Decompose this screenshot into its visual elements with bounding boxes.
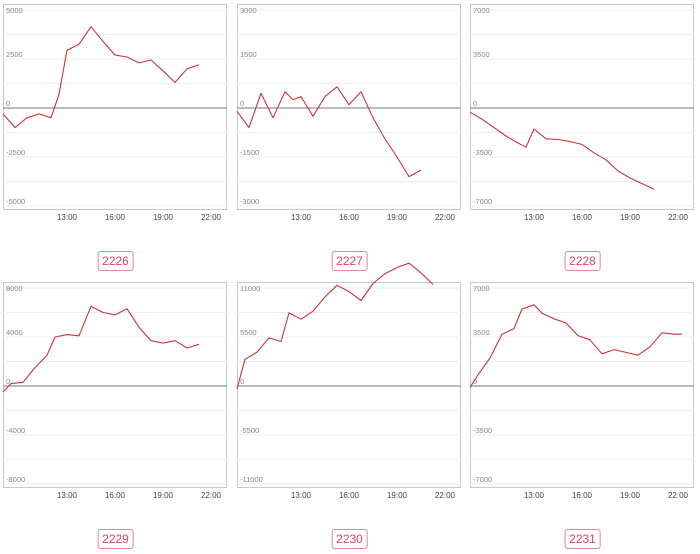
y-tick-label: -3500 [473, 148, 492, 157]
plot-frame [237, 4, 461, 210]
line-chart-2231: 7000 3500 0 -3500 -7000 13:00 16:00 19:00 22:00 [469, 284, 694, 500]
chart-panel-2227: 3000 1500 0 -1500 -3000 13:00 16:00 19:00 22:00 2… [234, 0, 465, 276]
y-tick-label: -11000 [240, 475, 263, 484]
y-tick-label: 2500 [6, 50, 23, 59]
x-tick-label: 19:00 [153, 213, 174, 222]
plot-frame [470, 4, 694, 210]
y-tick-label: -5000 [6, 197, 25, 206]
x-tick-label: 13:00 [291, 213, 312, 222]
plot-frame [237, 282, 461, 488]
line-chart-2226: 5000 2500 0 -2500 -5000 13:00 16:00 19:00 22:00 [2, 6, 227, 222]
line-chart-2228: 7000 3500 0 -3500 -7000 13:00 16:00 19:00 22:00 [469, 6, 694, 222]
y-tick-label: 0 [6, 377, 10, 386]
x-tick-label: 16:00 [105, 491, 126, 500]
y-tick-label: 5500 [240, 328, 257, 337]
series-line [469, 304, 682, 388]
x-tick-label: 13:00 [524, 491, 545, 500]
x-tick-label: 16:00 [339, 213, 360, 222]
y-tick-label: -2500 [6, 148, 25, 157]
x-tick-label: 22:00 [435, 491, 456, 500]
line-chart-2230: 11000 5500 0 -5500 -11000 13:00 16:00 19:00 22:0… [236, 262, 461, 500]
x-tick-label: 19:00 [387, 213, 408, 222]
line-chart-2229: 8000 4000 0 -4000 -8000 13:00 16:00 19:00 22:00 [2, 284, 227, 500]
y-tick-label: -3000 [240, 197, 259, 206]
x-tick-label: 16:00 [572, 491, 593, 500]
y-tick-label: 1500 [240, 50, 257, 59]
x-tick-label: 22:00 [668, 491, 689, 500]
y-tick-label: 0 [240, 99, 244, 108]
x-tick-label: 16:00 [339, 491, 360, 500]
y-tick-label: 0 [6, 99, 10, 108]
y-tick-label: -1500 [240, 148, 259, 157]
x-tick-label: 13:00 [57, 491, 78, 500]
plot-frame [3, 4, 227, 210]
x-tick-label: 22:00 [201, 491, 222, 500]
chart-label-badge: 2231 [564, 529, 601, 549]
y-tick-label: 7000 [473, 284, 490, 293]
x-tick-label: 13:00 [57, 213, 78, 222]
y-tick-label: -3500 [473, 426, 492, 435]
x-tick-label: 19:00 [153, 491, 174, 500]
y-tick-label: -7000 [473, 197, 492, 206]
chart-label-badge: 2229 [97, 529, 134, 549]
y-tick-label: -4000 [6, 426, 25, 435]
chart-label-badge: 2226 [97, 251, 134, 271]
x-tick-label: 16:00 [105, 213, 126, 222]
y-tick-label: 11000 [240, 284, 260, 293]
series-line [236, 262, 434, 389]
line-chart-2227: 3000 1500 0 -1500 -3000 13:00 16:00 19:00 22:00 [236, 6, 461, 222]
chart-panel-2230: 11000 5500 0 -5500 -11000 13:00 16:00 19:00 22:0… [234, 262, 465, 554]
x-tick-label: 19:00 [620, 491, 641, 500]
y-tick-label: -5500 [240, 426, 259, 435]
x-tick-label: 22:00 [201, 213, 222, 222]
y-tick-label: 7000 [473, 6, 490, 15]
chart-label-badge: 2227 [331, 251, 368, 271]
chart-panel-2229: 8000 4000 0 -4000 -8000 13:00 16:00 19:00 22:00 2… [0, 278, 231, 554]
series-line [2, 26, 200, 129]
y-tick-label: 5000 [6, 6, 23, 15]
series-line [236, 86, 422, 178]
x-tick-label: 22:00 [435, 213, 456, 222]
chart-panel-2228: 7000 3500 0 -3500 -7000 13:00 16:00 19:00 22:00 2… [467, 0, 698, 276]
x-tick-label: 13:00 [291, 491, 312, 500]
y-tick-label: 3500 [473, 50, 490, 59]
y-tick-label: 0 [473, 99, 477, 108]
x-tick-label: 19:00 [387, 491, 408, 500]
series-line [469, 111, 655, 190]
chart-label-badge: 2230 [331, 529, 368, 549]
x-tick-label: 19:00 [620, 213, 641, 222]
y-tick-label: 8000 [6, 284, 23, 293]
x-tick-label: 13:00 [524, 213, 545, 222]
y-tick-label: -8000 [6, 475, 25, 484]
plot-frame [470, 282, 694, 488]
x-tick-label: 16:00 [572, 213, 593, 222]
y-tick-label: -7000 [473, 475, 492, 484]
y-tick-label: 3500 [473, 328, 490, 337]
y-tick-label: 4000 [6, 328, 23, 337]
series-line [2, 305, 200, 393]
y-tick-label: 0 [240, 377, 244, 386]
chart-panel-2231: 7000 3500 0 -3500 -7000 13:00 16:00 19:00 22:00 2… [467, 278, 698, 554]
x-tick-label: 22:00 [668, 213, 689, 222]
plot-frame [3, 282, 227, 488]
y-tick-label: 0 [473, 377, 477, 386]
chart-panel-2226: 5000 2500 0 -2500 -5000 13:00 16:00 19:00 22:00 2… [0, 0, 231, 276]
y-tick-label: 3000 [240, 6, 257, 15]
chart-label-badge: 2228 [564, 251, 601, 271]
